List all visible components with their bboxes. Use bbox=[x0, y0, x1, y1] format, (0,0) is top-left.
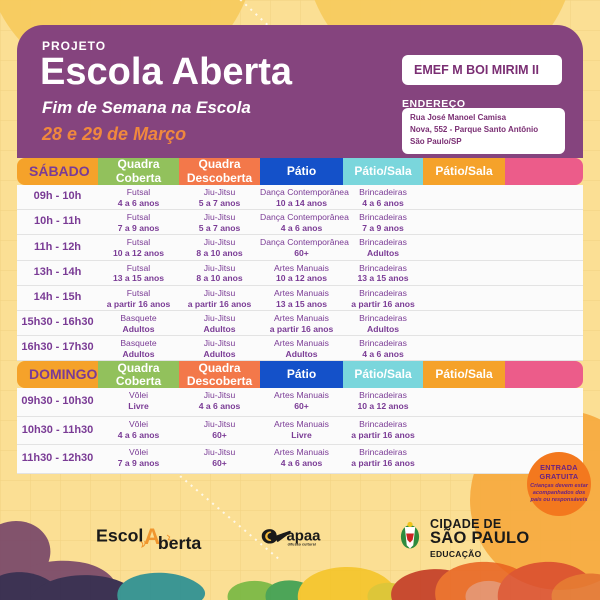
svg-text:berta: berta bbox=[158, 533, 202, 553]
svg-text:difusão cultural: difusão cultural bbox=[288, 542, 316, 546]
svg-text:Escol: Escol bbox=[96, 526, 143, 546]
